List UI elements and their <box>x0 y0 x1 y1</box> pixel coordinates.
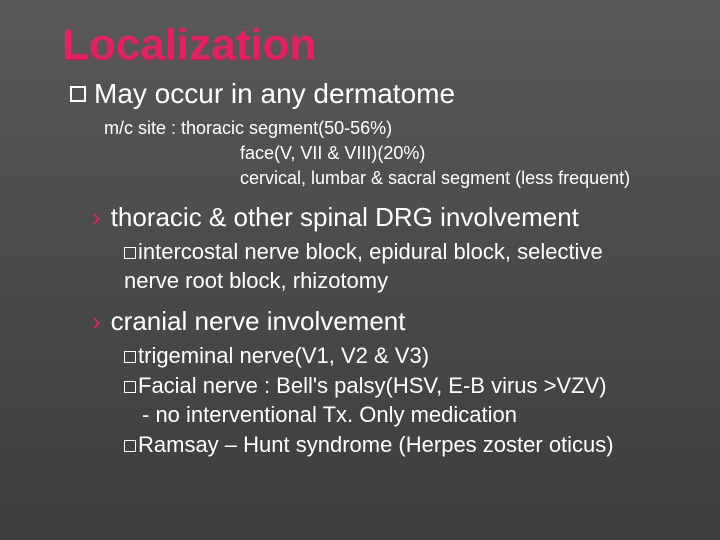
box-icon <box>124 247 136 259</box>
section-2-item-1-text: trigeminal nerve(V1, V2 & V3) <box>138 343 429 368</box>
section-1-item-1: intercostal nerve block, epidural block,… <box>124 237 680 267</box>
section-1-title: › thoracic & other spinal DRG involvement <box>92 202 680 233</box>
box-icon <box>124 440 136 452</box>
section-2-item-3-text: Ramsay – Hunt syndrome (Herpes zoster ot… <box>138 432 614 457</box>
chevron-icon: › <box>92 306 101 336</box>
sub-line-1: m/c site : thoracic segment(50-56%) <box>104 116 680 141</box>
section-2-item-2-text: Facial nerve : Bell's palsy(HSV, E-B vir… <box>138 373 607 398</box>
section-1-item-1-cont: nerve root block, rhizotomy <box>124 266 680 296</box>
checkbox-icon <box>70 86 86 102</box>
box-icon <box>124 381 136 393</box>
slide-title: Localization <box>62 20 680 70</box>
box-icon <box>124 351 136 363</box>
section-2-item-3: Ramsay – Hunt syndrome (Herpes zoster ot… <box>124 430 680 460</box>
section-2-title: › cranial nerve involvement <box>92 306 680 337</box>
main-text: May occur in any dermatome <box>94 78 455 109</box>
section-2-item-1: trigeminal nerve(V1, V2 & V3) <box>124 341 680 371</box>
sub-line-3: cervical, lumbar & sacral segment (less … <box>240 166 680 191</box>
section-2-item-2-cont: - no interventional Tx. Only medication <box>142 400 680 430</box>
sub-line-2: face(V, VII & VIII)(20%) <box>240 141 680 166</box>
section-2-text: cranial nerve involvement <box>111 306 406 336</box>
section-1-item-1-text: intercostal nerve block, epidural block,… <box>138 239 603 264</box>
section-1-text: thoracic & other spinal DRG involvement <box>111 202 579 232</box>
chevron-icon: › <box>92 202 101 232</box>
main-bullet: May occur in any dermatome <box>70 78 680 110</box>
section-2-item-2: Facial nerve : Bell's palsy(HSV, E-B vir… <box>124 371 680 401</box>
